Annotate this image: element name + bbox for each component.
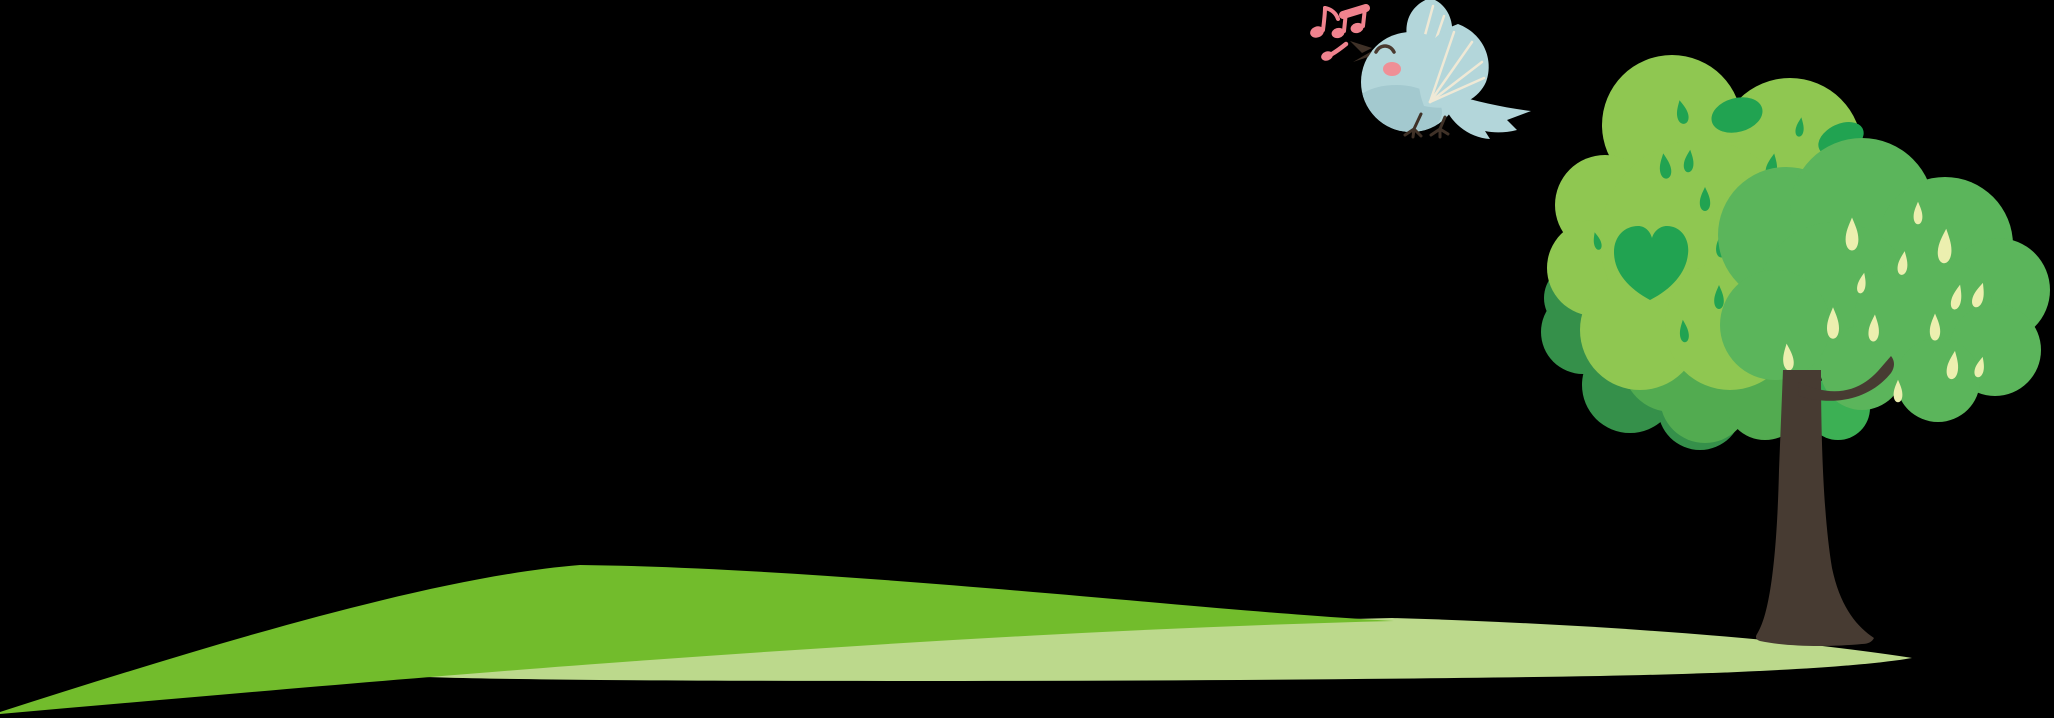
note-beam xyxy=(1339,4,1370,19)
canopy-front-lobe xyxy=(1820,326,1904,410)
wing-streak xyxy=(1428,30,1456,104)
music-notes xyxy=(1310,4,1370,61)
bird-foot xyxy=(1429,115,1450,139)
bird-beak xyxy=(1350,41,1372,62)
bird-eye xyxy=(1374,44,1396,54)
note-flag xyxy=(1329,41,1349,57)
note-head xyxy=(1350,22,1364,34)
note-flag xyxy=(1323,6,1340,21)
wing-streak xyxy=(1428,76,1486,104)
note-head xyxy=(1331,27,1345,39)
bird-cheek xyxy=(1383,62,1401,76)
tail-shape xyxy=(1444,93,1531,139)
hill-shape xyxy=(0,565,1394,714)
trunk-branch xyxy=(1798,356,1894,401)
closed-eye-curve xyxy=(1374,44,1396,54)
bird-foot xyxy=(1403,112,1423,139)
canopy-front-lobe xyxy=(1896,338,1980,422)
note-stems xyxy=(1321,4,1370,57)
tree-trunk xyxy=(1756,356,1894,646)
tree xyxy=(1541,55,2050,646)
beak-lower xyxy=(1353,51,1372,62)
beak-upper xyxy=(1350,41,1372,53)
note-head xyxy=(1310,26,1324,38)
ground-strip-shape xyxy=(368,618,1912,681)
leaf-accent-blob xyxy=(1711,97,1763,133)
wing-streak xyxy=(1428,60,1484,104)
wing-streak xyxy=(1428,40,1474,104)
note-stem xyxy=(1321,6,1327,32)
trunk-shape xyxy=(1756,370,1874,646)
bird-feet xyxy=(1403,112,1450,139)
big-wing-streaks xyxy=(1428,30,1486,104)
ground xyxy=(0,565,1912,714)
leaf-accent-heart xyxy=(1614,226,1689,300)
ground-strip xyxy=(368,618,1912,681)
hill xyxy=(0,565,1394,714)
bird-tail xyxy=(1444,93,1531,139)
canopy-front-lobe xyxy=(1720,270,1830,380)
bird xyxy=(1350,0,1531,139)
